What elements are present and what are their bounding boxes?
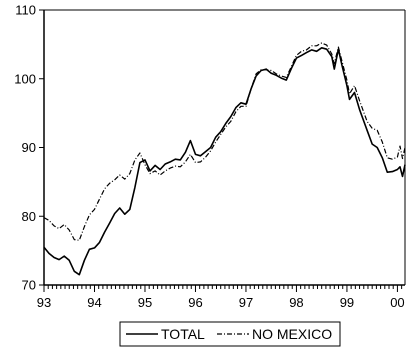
plot-area: 70 80 90 100 110 93 94 95 96 97 98 99 00 xyxy=(14,3,406,310)
y-tick-label: 70 xyxy=(22,278,36,293)
x-tick-label: 98 xyxy=(289,295,303,310)
x-tick-label: 94 xyxy=(87,295,101,310)
y-tick-label: 110 xyxy=(15,3,36,18)
y-tick-label: 90 xyxy=(22,140,36,155)
legend-label-2: NO MEXICO xyxy=(252,326,332,342)
series-line-1 xyxy=(43,47,406,276)
series-line-2 xyxy=(43,42,406,241)
legend-label-1: TOTAL xyxy=(161,326,205,342)
x-tick-label: 93 xyxy=(37,295,51,310)
y-tick-label: 100 xyxy=(14,71,36,86)
x-tick-label: 97 xyxy=(239,295,253,310)
y-tick-label: 80 xyxy=(22,209,36,224)
x-tick-label: 00 xyxy=(390,295,404,310)
x-tick-label: 95 xyxy=(138,295,152,310)
x-tick-label: 96 xyxy=(188,295,202,310)
legend: TOTAL NO MEXICO xyxy=(119,321,341,347)
x-tick-label: 99 xyxy=(340,295,354,310)
